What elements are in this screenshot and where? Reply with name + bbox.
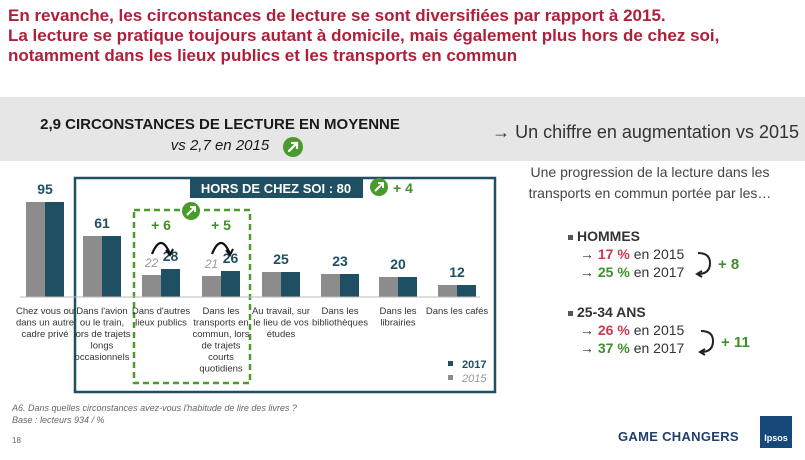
header-line-2: La lecture se pratique toujours autant à… <box>8 26 720 45</box>
brand-tagline: GAME CHANGERS <box>618 429 739 444</box>
value-label-2017: 26 <box>223 250 239 266</box>
footnote-question: A6. Dans quelles circonstances avez-vous… <box>12 403 297 413</box>
curved-arrow-icon <box>698 330 715 356</box>
bar-2017 <box>398 277 417 297</box>
category-label: Dans les transports en commun, lors de traj… <box>192 306 249 375</box>
value-label-2017: 25 <box>273 251 289 267</box>
group-25-34-2017: → 37 % en 2017 <box>580 340 685 356</box>
curved-arrow-icon <box>695 252 712 278</box>
group-hommes-label: HOMMES <box>568 228 684 244</box>
bar-2015 <box>321 274 340 297</box>
outside-home-group-label: HORS DE CHEZ SOI : 80 <box>201 181 351 196</box>
group-hommes-2017: → 25 % en 2017 <box>580 264 685 280</box>
bar-2015 <box>202 276 221 297</box>
bar-2015 <box>438 285 457 297</box>
footnote: A6. Dans quelles circonstances avez-vous… <box>12 402 297 426</box>
category-label: Dans les cafés <box>426 306 489 317</box>
category-label: Dans l'avion ou le train, lors de trajets l… <box>73 306 130 363</box>
value-label-2015: 21 <box>204 257 218 271</box>
bar-2015 <box>83 236 102 297</box>
bar-2017 <box>45 202 64 297</box>
bar-2017 <box>340 274 359 297</box>
curved-arrow-icon <box>210 241 232 255</box>
group-hommes-2015: → 17 % en 2015 <box>580 246 685 262</box>
increase-label: + 6 <box>151 217 171 233</box>
group-25-34-delta: + 11 <box>721 334 750 351</box>
group-hommes: HOMMES → 17 % en 2015 → 25 % en 2017 <box>568 228 684 280</box>
bar-2015 <box>26 202 45 297</box>
legend-label-2015: 2015 <box>461 373 487 385</box>
group-25-34-label: 25-34 ANS <box>568 304 684 320</box>
value-label-2017: 12 <box>449 264 465 280</box>
legend-label-2017: 2017 <box>462 359 486 371</box>
category-label: Dans les bibliothèques <box>312 306 368 329</box>
group-hommes-delta: + 8 <box>718 256 740 273</box>
bar-2017 <box>161 269 180 297</box>
ipsos-logo: Ipsos <box>760 416 792 448</box>
value-label-2017: 20 <box>390 256 406 272</box>
slide-header: En revanche, les circonstances de lectur… <box>8 6 798 66</box>
right-panel-title: → Un chiffre en augmentation vs 2015 <box>492 122 799 142</box>
title-band <box>0 97 805 161</box>
value-label-2015: 22 <box>144 256 159 270</box>
bar-2017 <box>221 271 240 297</box>
group-25-34: 25-34 ANS → 26 % en 2015 → 37 % en 2017 <box>568 304 684 356</box>
header-line-1: En revanche, les circonstances de lectur… <box>8 6 666 25</box>
category-label: Au travail, sur le lieu de vos études <box>252 306 310 340</box>
bar-2015 <box>262 272 281 297</box>
page-number: 18 <box>12 436 21 445</box>
value-label-2017: 61 <box>94 215 110 231</box>
legend-swatch-2015 <box>448 375 453 380</box>
curved-arrow-head <box>225 248 234 257</box>
up-arrow-icon-glyph <box>374 182 384 192</box>
outside-home-group-delta: + 4 <box>393 180 413 196</box>
progression-intro: Une progression de la lecture dans les t… <box>528 164 772 201</box>
increase-label: + 5 <box>211 217 231 233</box>
outside-home-group-header <box>190 178 363 198</box>
bar-2015 <box>379 277 398 297</box>
bar-2017 <box>457 285 476 297</box>
up-arrow-icon <box>283 137 303 157</box>
category-label: Dans d'autres lieux publics <box>132 306 191 329</box>
group-25-34-2015: → 26 % en 2015 <box>580 322 685 338</box>
bar-2015 <box>142 275 161 297</box>
bar-2017 <box>102 236 121 297</box>
footnote-base: Base : lecteurs 934 / % <box>12 415 105 425</box>
left-panel-title: 2,9 CIRCONSTANCES DE LECTURE EN MOYENNE <box>40 116 400 133</box>
left-panel-subtitle-text: vs 2,7 en 2015 <box>170 137 270 154</box>
legend-swatch-2017 <box>448 361 453 366</box>
left-panel-subtitle: vs 2,7 en 2015 <box>0 137 440 154</box>
header-line-3: notamment dans les lieux publics et les … <box>8 46 518 65</box>
up-arrow-icon-glyph <box>186 206 196 216</box>
category-label: Chez vous ou dans un autre cadre privé <box>16 306 74 340</box>
curved-arrow-head <box>165 248 174 257</box>
category-label: Dans les librairies <box>380 306 417 329</box>
value-label-2017: 95 <box>37 181 53 197</box>
value-label-2017: 23 <box>332 253 348 269</box>
curved-arrow-icon <box>150 241 172 255</box>
bar-2017 <box>281 272 300 297</box>
